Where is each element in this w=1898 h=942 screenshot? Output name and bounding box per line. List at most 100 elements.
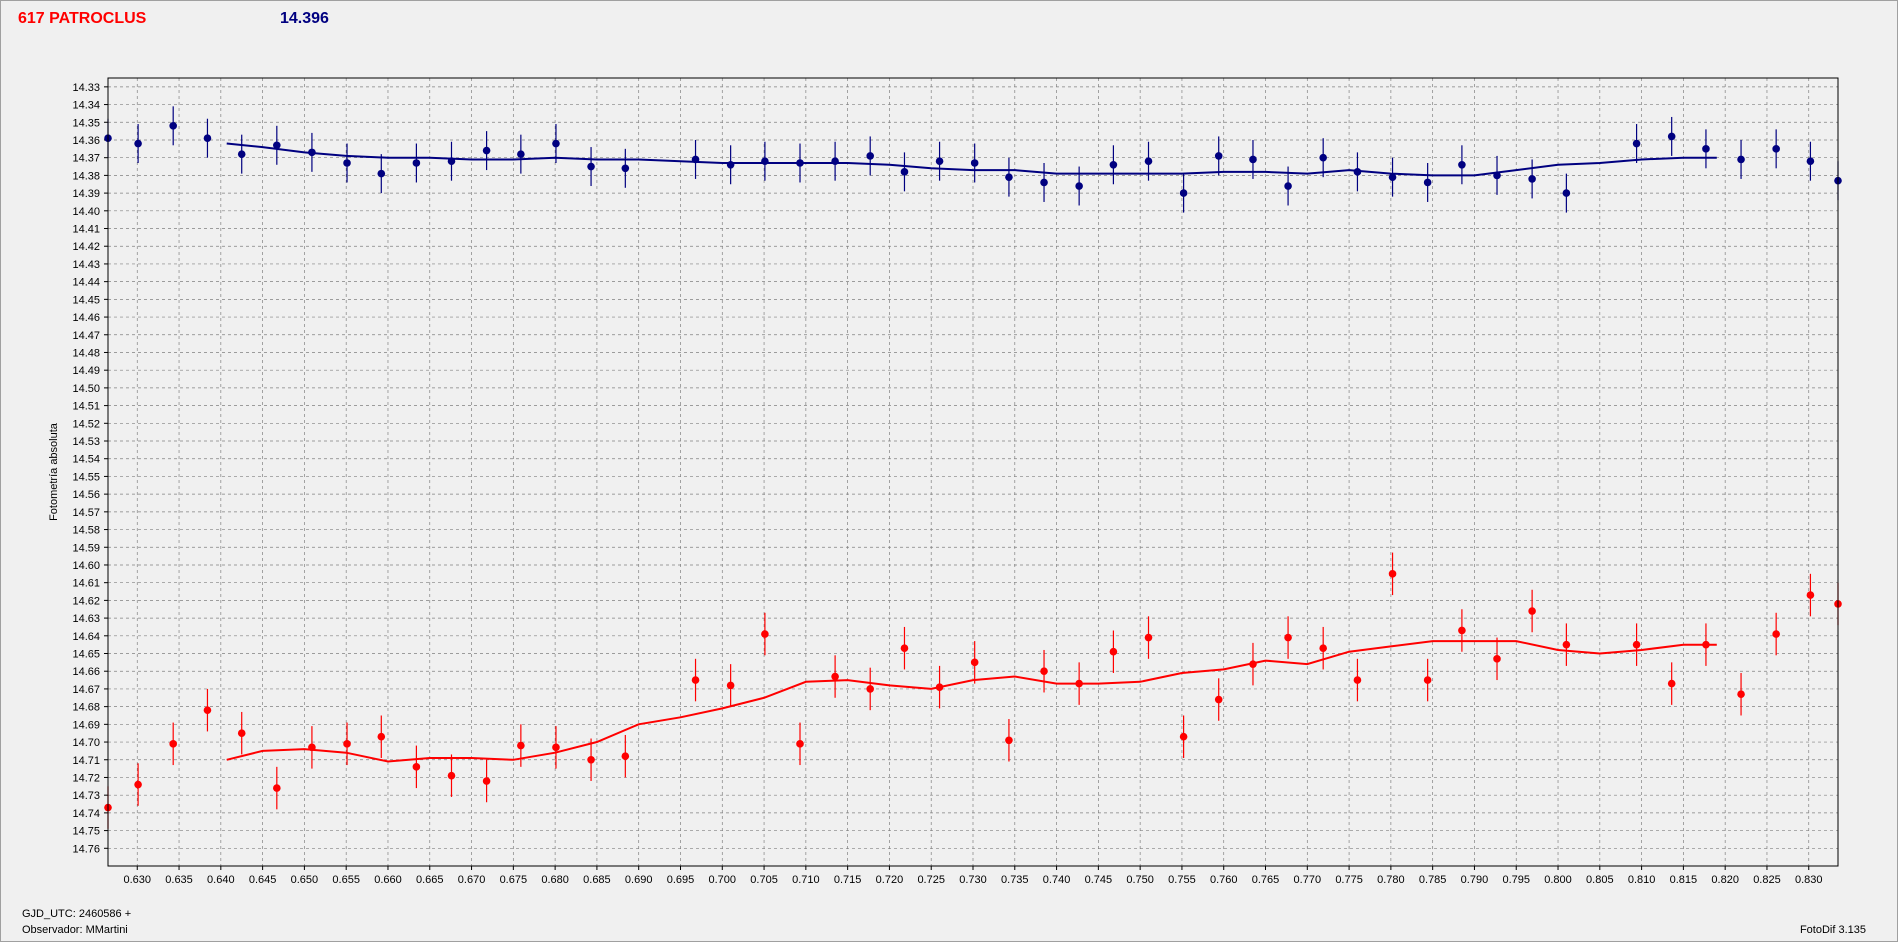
data-point: [1632, 640, 1641, 649]
data-point: [935, 683, 944, 691]
x-tick-label: 0.695: [667, 874, 695, 886]
data-point: [1493, 171, 1501, 180]
data-point: [761, 157, 769, 166]
data-point: [237, 729, 246, 737]
data-point: [1806, 157, 1815, 166]
data-point: [1249, 155, 1257, 164]
reference-magnitude: 14.396: [280, 10, 329, 27]
x-tick-label: 0.735: [1001, 874, 1029, 886]
data-point: [1144, 633, 1153, 642]
data-point: [203, 134, 212, 143]
y-tick-label: 14.64: [72, 631, 100, 643]
data-point: [1528, 175, 1536, 183]
y-tick-label: 14.51: [72, 401, 100, 413]
data-point: [134, 139, 142, 148]
y-tick-label: 14.37: [72, 153, 100, 165]
y-tick-label: 14.60: [72, 560, 100, 572]
x-tick-label: 0.715: [834, 874, 862, 886]
data-point: [1388, 570, 1397, 578]
data-point: [1667, 132, 1676, 141]
software-version: FotoDif 3.135: [1799, 924, 1866, 936]
data-point: [1179, 189, 1188, 197]
y-tick-label: 14.47: [72, 330, 100, 342]
x-tick-label: 0.705: [750, 874, 778, 886]
y-tick-label: 14.42: [72, 241, 100, 253]
y-tick-label: 14.33: [72, 82, 100, 94]
data-point: [1632, 139, 1641, 148]
data-point: [796, 740, 804, 748]
data-point: [482, 777, 491, 785]
x-tick-label: 0.665: [416, 874, 444, 886]
y-tick-label: 14.76: [72, 843, 100, 855]
data-point: [412, 763, 421, 771]
y-tick-label: 14.70: [72, 737, 100, 749]
x-tick-label: 0.650: [291, 874, 319, 886]
x-tick-label: 0.630: [123, 874, 151, 886]
data-point: [1040, 178, 1048, 187]
data-point: [1353, 676, 1362, 684]
y-tick-label: 14.66: [72, 666, 100, 678]
grid-lines: [108, 78, 1838, 866]
data-point: [1562, 189, 1571, 197]
data-point: [866, 685, 875, 693]
y-tick-label: 14.41: [72, 224, 100, 236]
y-tick-label: 14.38: [72, 170, 100, 182]
data-point: [1319, 644, 1327, 652]
data-point: [1423, 178, 1432, 187]
y-tick-label: 14.49: [72, 365, 100, 377]
data-point: [169, 122, 177, 130]
data-point: [237, 150, 246, 158]
data-point: [726, 160, 735, 169]
x-tick-label: 0.675: [500, 874, 528, 886]
plot-border: [107, 77, 1839, 867]
y-tick-label: 14.36: [72, 135, 100, 147]
data-point: [970, 658, 979, 667]
object-title: 617 PATROCLUS: [18, 10, 147, 27]
y-tick-label: 14.63: [72, 613, 100, 625]
y-tick-label: 14.52: [72, 418, 100, 430]
x-axis-ticks: 0.630 0.635 0.640 0.645 0.650 0.655 0.660 0.665…: [123, 866, 1823, 886]
data-point: [726, 681, 735, 690]
data-point: [169, 740, 177, 748]
data-point: [1284, 182, 1292, 190]
data-point: [482, 146, 491, 155]
y-tick-label: 14.73: [72, 790, 100, 802]
data-point: [1005, 736, 1013, 745]
data-point: [935, 157, 944, 166]
x-tick-label: 0.805: [1586, 874, 1614, 886]
data-point: [1458, 160, 1466, 169]
data-point: [691, 155, 700, 164]
x-tick-label: 0.810: [1628, 874, 1656, 886]
data-point: [1249, 660, 1257, 668]
data-point: [1388, 173, 1397, 181]
x-tick-label: 0.750: [1126, 874, 1154, 886]
y-tick-label: 14.46: [72, 312, 100, 324]
x-tick-label: 0.775: [1335, 874, 1363, 886]
x-tick-label: 0.795: [1502, 874, 1530, 886]
y-tick-label: 14.57: [72, 507, 100, 519]
data-point: [1179, 732, 1188, 741]
y-tick-label: 14.44: [72, 277, 100, 289]
x-tick-label: 0.670: [458, 874, 486, 886]
data-point: [1319, 153, 1327, 162]
y-tick-label: 14.68: [72, 702, 100, 714]
data-point: [1144, 157, 1153, 166]
data-point: [621, 164, 630, 173]
y-tick-label: 14.69: [72, 719, 100, 731]
y-tick-label: 14.35: [72, 117, 100, 129]
y-axis-ticks: 14.33 14.34 14.35 14.36 14.37 14.38 14.39 14.40…: [72, 82, 108, 855]
x-tick-label: 0.720: [876, 874, 904, 886]
data-point: [621, 752, 630, 761]
data-point: [203, 706, 212, 714]
x-tick-label: 0.730: [959, 874, 987, 886]
data-point: [552, 139, 560, 148]
data-point: [1423, 676, 1432, 684]
y-tick-label: 14.50: [72, 383, 100, 395]
data-point: [866, 152, 875, 160]
data-point: [691, 676, 700, 684]
data-point: [1702, 145, 1710, 153]
x-tick-label: 0.780: [1377, 874, 1405, 886]
x-tick-label: 0.755: [1168, 874, 1196, 886]
y-tick-label: 14.53: [72, 436, 100, 448]
observer-label: Observador: MMartini: [22, 924, 128, 936]
